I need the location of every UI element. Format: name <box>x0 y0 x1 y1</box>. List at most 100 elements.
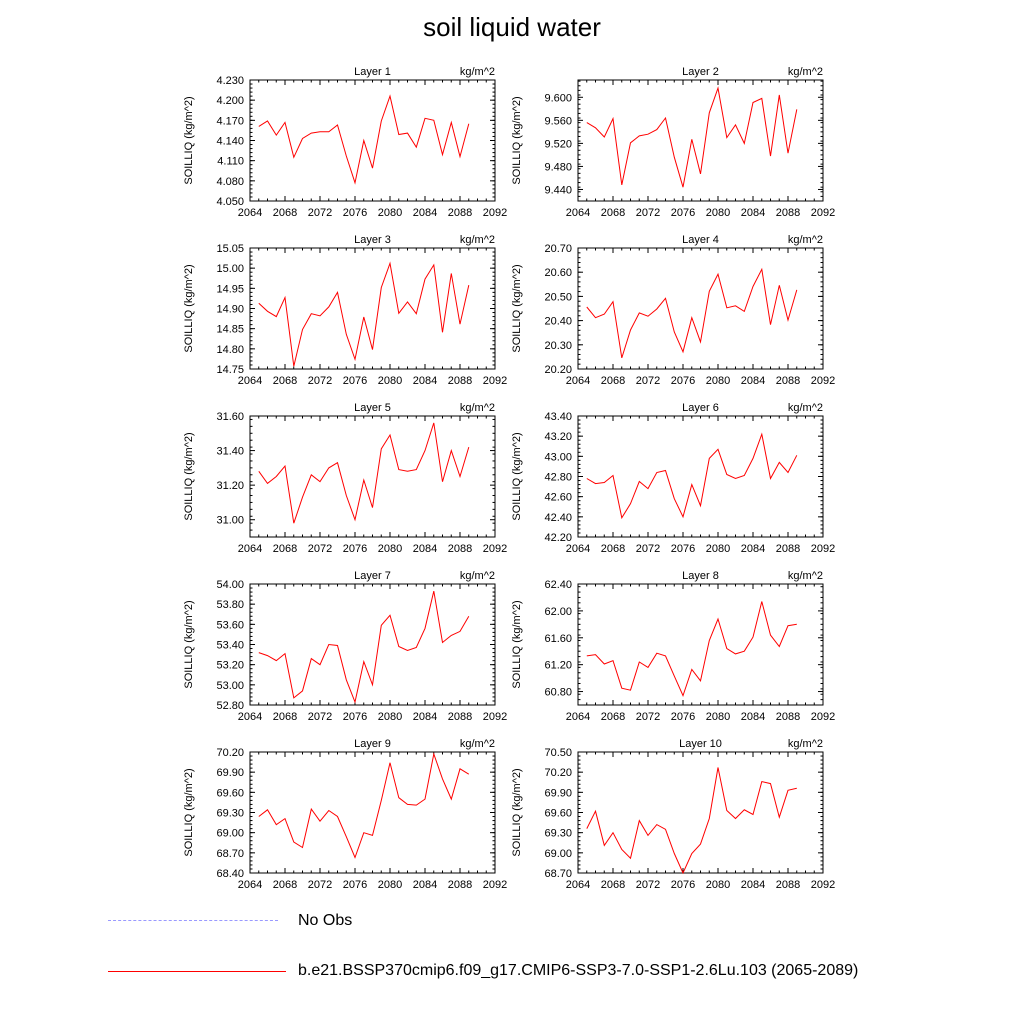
y-tick-label: 53.40 <box>216 640 244 652</box>
x-tick-label: 2064 <box>566 543 590 555</box>
panel-title: Layer 6 <box>682 402 719 414</box>
x-tick-label: 2092 <box>483 879 507 891</box>
panel-units: kg/m^2 <box>788 738 823 750</box>
x-tick-label: 2076 <box>343 207 367 219</box>
y-tick-label: 68.70 <box>544 868 572 880</box>
y-tick-label: 60.80 <box>544 687 572 699</box>
x-tick-label: 2080 <box>378 375 402 387</box>
y-tick-label: 70.20 <box>216 747 244 759</box>
y-tick-label: 14.85 <box>216 324 244 336</box>
panel-title: Layer 4 <box>682 234 719 246</box>
y-tick-label: 42.80 <box>544 472 572 484</box>
x-tick-label: 2088 <box>448 375 472 387</box>
y-tick-label: 15.00 <box>216 263 244 275</box>
x-tick-label: 2080 <box>706 711 730 723</box>
series-line <box>258 94 470 185</box>
y-tick-label: 9.520 <box>544 138 572 150</box>
y-tick-label: 4.140 <box>216 136 244 148</box>
panel-title: Layer 1 <box>354 66 391 78</box>
y-axis-label: SOILLIQ (kg/m^2) <box>183 768 195 856</box>
y-tick-label: 9.600 <box>544 92 572 104</box>
x-tick-label: 2080 <box>706 207 730 219</box>
legend-label-model: b.e21.BSSP370cmip6.f09_g17.CMIP6-SSP3-7.… <box>298 962 859 979</box>
plot-frame <box>577 583 824 706</box>
y-tick-label: 53.80 <box>216 599 244 611</box>
y-tick-label: 31.20 <box>216 480 244 492</box>
y-axis-label: SOILLIQ (kg/m^2) <box>183 264 195 352</box>
y-tick-label: 62.40 <box>544 579 572 591</box>
panel-units: kg/m^2 <box>788 402 823 414</box>
y-tick-label: 54.00 <box>216 579 244 591</box>
x-tick-label: 2088 <box>776 543 800 555</box>
panel-title: Layer 9 <box>354 738 391 750</box>
panel-title: Layer 3 <box>354 234 391 246</box>
y-tick-label: 68.40 <box>216 868 244 880</box>
y-tick-label: 20.50 <box>544 291 572 303</box>
y-tick-label: 31.40 <box>216 446 244 458</box>
y-tick-label: 14.75 <box>216 364 244 376</box>
x-tick-label: 2072 <box>308 711 332 723</box>
y-axis-label: SOILLIQ (kg/m^2) <box>511 600 523 688</box>
y-tick-label: 69.60 <box>544 808 572 820</box>
x-tick-label: 2092 <box>483 711 507 723</box>
x-tick-label: 2092 <box>483 543 507 555</box>
x-tick-label: 2064 <box>566 207 590 219</box>
x-tick-label: 2064 <box>566 879 590 891</box>
y-tick-label: 69.90 <box>216 767 244 779</box>
y-tick-label: 9.480 <box>544 161 572 173</box>
y-tick-label: 42.20 <box>544 532 572 544</box>
y-axis-label: SOILLIQ (kg/m^2) <box>183 96 195 184</box>
x-tick-label: 2076 <box>343 375 367 387</box>
x-tick-label: 2092 <box>483 207 507 219</box>
x-tick-label: 2072 <box>636 543 660 555</box>
x-tick-label: 2076 <box>343 711 367 723</box>
y-tick-label: 69.60 <box>216 787 244 799</box>
y-tick-label: 15.05 <box>216 243 244 255</box>
x-tick-label: 2088 <box>448 711 472 723</box>
y-axis-label: SOILLIQ (kg/m^2) <box>511 264 523 352</box>
panel-layer-5: Layer 5 kg/m^2 SOILLIQ (kg/m^2) 2064 2068 207… <box>183 402 507 555</box>
x-tick-label: 2064 <box>238 375 262 387</box>
panel-units: kg/m^2 <box>460 66 495 78</box>
series-line <box>586 432 798 520</box>
y-tick-label: 43.00 <box>544 451 572 463</box>
y-tick-label: 53.60 <box>216 619 244 631</box>
x-tick-label: 2092 <box>811 711 835 723</box>
y-tick-label: 70.20 <box>544 767 572 779</box>
y-tick-label: 70.50 <box>544 747 572 759</box>
x-tick-label: 2068 <box>273 207 297 219</box>
y-tick-label: 53.20 <box>216 660 244 672</box>
x-tick-label: 2080 <box>706 375 730 387</box>
x-tick-label: 2076 <box>671 375 695 387</box>
series-line <box>586 767 797 875</box>
x-tick-label: 2092 <box>811 879 835 891</box>
x-tick-label: 2064 <box>238 543 262 555</box>
x-tick-label: 2088 <box>776 879 800 891</box>
x-tick-label: 2084 <box>741 711 765 723</box>
x-tick-label: 2084 <box>413 207 437 219</box>
y-tick-label: 20.20 <box>544 364 572 376</box>
panel-units: kg/m^2 <box>788 570 823 582</box>
panel-layer-9: Layer 9 kg/m^2 SOILLIQ (kg/m^2) 2064 2068 207… <box>183 738 507 891</box>
x-tick-label: 2068 <box>273 375 297 387</box>
series-line <box>258 752 470 859</box>
x-tick-label: 2076 <box>671 543 695 555</box>
y-tick-label: 14.90 <box>216 304 244 316</box>
x-tick-label: 2068 <box>273 711 297 723</box>
x-tick-label: 2072 <box>308 543 332 555</box>
y-tick-label: 43.40 <box>544 411 572 423</box>
y-axis-label: SOILLIQ (kg/m^2) <box>511 432 523 520</box>
panel-layer-2: Layer 2 kg/m^2 SOILLIQ (kg/m^2) 2064 2068 207… <box>511 66 835 219</box>
y-tick-label: 20.30 <box>544 340 572 352</box>
x-tick-label: 2072 <box>636 375 660 387</box>
series-line <box>586 267 798 359</box>
panel-units: kg/m^2 <box>460 570 495 582</box>
panel-title: Layer 5 <box>354 402 391 414</box>
x-tick-label: 2076 <box>671 879 695 891</box>
y-tick-label: 9.560 <box>544 115 572 127</box>
x-tick-label: 2080 <box>706 879 730 891</box>
x-tick-label: 2080 <box>378 711 402 723</box>
plot-frame <box>249 583 496 706</box>
x-tick-label: 2064 <box>238 879 262 891</box>
